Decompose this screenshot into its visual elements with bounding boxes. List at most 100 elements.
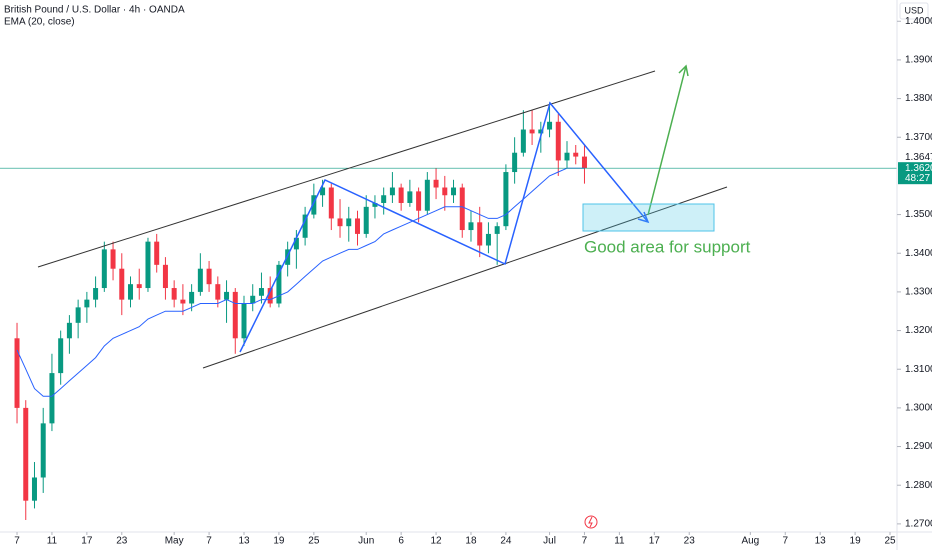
last-price-tag xyxy=(898,162,932,185)
candle-body xyxy=(23,407,29,501)
y-tick-label: 1.32000 xyxy=(905,325,932,336)
ema-line xyxy=(16,167,585,397)
candle-body xyxy=(564,152,570,161)
candle-body xyxy=(389,187,395,196)
candle-body xyxy=(354,218,360,234)
x-tick-label: 19 xyxy=(850,536,862,547)
event-icon-bolt xyxy=(588,516,593,528)
candle-body xyxy=(40,423,46,478)
candle-body xyxy=(547,121,553,130)
candle-body xyxy=(503,172,509,227)
x-tick-label: 6 xyxy=(398,536,404,547)
x-tick-label: 25 xyxy=(308,536,320,547)
candle-body xyxy=(477,222,483,246)
candle-body xyxy=(424,179,430,211)
candle-body xyxy=(66,322,72,339)
candle-body xyxy=(293,237,299,250)
candle-body xyxy=(75,307,81,323)
x-tick-label: 7 xyxy=(782,536,788,547)
candle-body xyxy=(31,477,37,501)
candle-body xyxy=(162,264,168,289)
x-tick-label: 12 xyxy=(430,536,442,547)
y-tick-label: 1.33000 xyxy=(905,287,932,298)
x-tick-label: 13 xyxy=(238,536,250,547)
candle-body xyxy=(451,187,457,196)
support-zone xyxy=(582,203,715,232)
candle-body xyxy=(276,264,282,304)
candle-body xyxy=(485,233,491,246)
candle-body xyxy=(58,338,64,374)
candle-body xyxy=(398,187,404,203)
y-tick-label: 1.38000 xyxy=(905,93,932,104)
x-tick-label: Jun xyxy=(358,536,374,547)
candle-body xyxy=(197,268,203,292)
candle-body xyxy=(232,291,238,339)
x-tick-label: 7 xyxy=(582,536,588,547)
y-tick-label: 1.31000 xyxy=(905,364,932,375)
x-tick-label: 11 xyxy=(614,536,625,547)
candle-body xyxy=(136,284,142,289)
candle-body xyxy=(206,268,212,285)
candle-body xyxy=(241,303,247,339)
candle-body xyxy=(468,222,474,231)
candle-body xyxy=(145,241,151,289)
candle-body xyxy=(302,214,308,238)
y-tick-label: 1.39000 xyxy=(905,55,932,66)
candle-body xyxy=(267,288,273,304)
candle-body xyxy=(311,195,317,215)
candle-body xyxy=(407,191,413,203)
x-tick-label: 17 xyxy=(649,536,661,547)
candle-body xyxy=(93,288,99,300)
x-tick-label: 18 xyxy=(465,536,477,547)
last-price-label: 1.36200 xyxy=(905,163,932,174)
x-tick-label: Aug xyxy=(741,536,759,547)
candle-body xyxy=(573,152,579,157)
candle-body xyxy=(84,299,90,308)
currency: USD xyxy=(904,5,924,15)
candle-body xyxy=(416,191,422,211)
candle-body xyxy=(538,129,544,134)
candle-body xyxy=(555,121,561,161)
y-tick-label: 1.40000 xyxy=(905,16,932,27)
candle-body xyxy=(128,284,134,300)
chart-title: British Pound / U.S. Dollar · 4h · OANDA xyxy=(4,5,185,16)
x-tick-label: 13 xyxy=(815,536,827,547)
candle-body xyxy=(180,299,186,304)
candle-body xyxy=(250,295,256,304)
marker-price-label: 1.36475 xyxy=(905,152,932,163)
y-tick-label: 1.37000 xyxy=(905,132,932,143)
channel-lower xyxy=(202,186,728,369)
x-tick-label: 23 xyxy=(116,536,128,547)
candle-body xyxy=(320,187,326,196)
target-arrow xyxy=(647,65,687,216)
candle-body xyxy=(110,249,116,269)
candle-body xyxy=(258,288,264,296)
channel-upper xyxy=(37,70,656,268)
candle-body xyxy=(381,195,387,203)
candle-body xyxy=(346,218,352,227)
zigzag-arrowhead xyxy=(637,211,650,224)
currency-box[interactable] xyxy=(899,2,929,20)
candle-body xyxy=(337,218,343,227)
y-tick-label: 1.28000 xyxy=(905,480,932,491)
zigzag xyxy=(239,101,649,353)
candle-body xyxy=(512,152,518,173)
candle-body xyxy=(529,129,535,134)
x-tick-label: 25 xyxy=(884,536,896,547)
y-tick-label: 1.35000 xyxy=(905,209,932,220)
x-tick-label: 19 xyxy=(273,536,285,547)
candle-body xyxy=(581,156,587,169)
marker-price-tag xyxy=(898,150,932,165)
x-tick-label: Jul xyxy=(543,536,556,547)
candle-body xyxy=(49,373,55,424)
event-icon[interactable] xyxy=(584,515,598,529)
x-tick-label: May xyxy=(165,536,184,547)
candle-body xyxy=(224,291,230,300)
candle-body xyxy=(372,202,378,207)
x-tick-label: 17 xyxy=(81,536,93,547)
plot-area xyxy=(0,102,897,521)
candle-body xyxy=(14,338,20,408)
axes: 1.27000 1.28000 1.29000 1.30000 1.31000 1.320… xyxy=(14,16,932,547)
